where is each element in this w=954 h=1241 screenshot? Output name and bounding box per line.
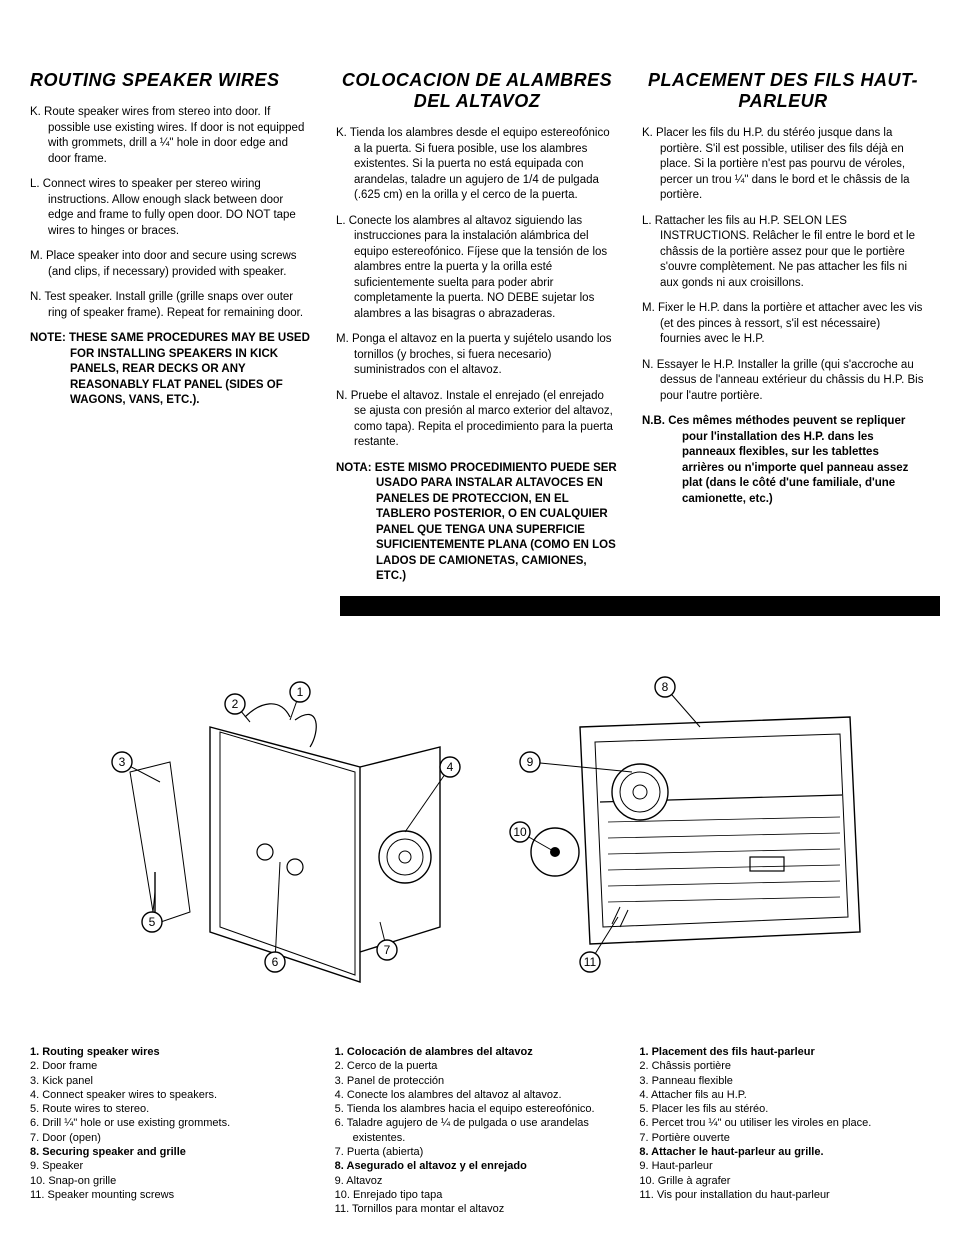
legend-item: 10. Snap-on grille (30, 1174, 315, 1188)
diagram-area: 1 2 3 4 5 6 7 8 9 10 11 (60, 672, 890, 1002)
legend-item: 9. Speaker (30, 1159, 315, 1173)
svg-text:1: 1 (297, 685, 304, 699)
legend-item: 2. Door frame (30, 1059, 315, 1073)
legend-item: 11. Vis pour installation du haut-parleu… (639, 1188, 924, 1202)
separator-bar (340, 596, 940, 616)
instruction-columns: ROUTING SPEAKER WIRES K. Route speaker w… (30, 70, 924, 595)
es-item-k: K. Tienda los alambres desde el equipo e… (336, 126, 618, 204)
svg-text:2: 2 (232, 697, 239, 711)
svg-text:11: 11 (584, 955, 597, 969)
title-fr: PLACEMENT DES FILS HAUT-PARLEUR (642, 70, 924, 112)
legend-item: 8. Securing speaker and grille (30, 1145, 315, 1159)
es-note: NOTA: ESTE MISMO PROCEDIMIENTO PUEDE SER… (336, 461, 618, 585)
legend-item: 4. Attacher fils au H.P. (639, 1088, 924, 1102)
legend-item: 10. Enrejado tipo tapa (335, 1188, 620, 1202)
legend-item: 4. Conecte los alambres del altavoz al a… (335, 1088, 620, 1102)
legend-item: 10. Grille à agrafer (639, 1174, 924, 1188)
legend-item: 9. Haut-parleur (639, 1159, 924, 1173)
legend-item: 8. Attacher le haut-parleur au grille. (639, 1145, 924, 1159)
es-item-n: N. Pruebe el altavoz. Instale el enrejad… (336, 389, 618, 451)
es-item-m: M. Ponga el altavoz en la puerta y sujét… (336, 332, 618, 379)
fr-item-n: N. Essayer le H.P. Installer la grille (… (642, 358, 924, 405)
svg-text:6: 6 (272, 955, 279, 969)
legend-item: 7. Portière ouverte (639, 1131, 924, 1145)
legend-item: 6. Drill ¼" hole or use existing grommet… (30, 1116, 315, 1130)
legend-item: 3. Kick panel (30, 1074, 315, 1088)
en-item-m: M. Place speaker into door and secure us… (30, 249, 312, 280)
en-item-k: K. Route speaker wires from stereo into … (30, 105, 312, 167)
svg-text:3: 3 (119, 755, 126, 769)
svg-text:5: 5 (149, 915, 156, 929)
fr-note: N.B. Ces mêmes méthodes peuvent se repli… (642, 414, 924, 507)
column-english: ROUTING SPEAKER WIRES K. Route speaker w… (30, 70, 312, 595)
en-item-l: L. Connect wires to speaker per stereo w… (30, 177, 312, 239)
svg-text:8: 8 (662, 680, 669, 694)
fr-item-m: M. Fixer le H.P. dans la portière et att… (642, 301, 924, 348)
legend-item: 8. Asegurado el altavoz y el enrejado (335, 1159, 620, 1173)
legend-item: 2. Châssis portière (639, 1059, 924, 1073)
installation-diagram: 1 2 3 4 5 6 7 8 9 10 11 (60, 672, 890, 1002)
en-item-n: N. Test speaker. Install grille (grille … (30, 290, 312, 321)
title-en: ROUTING SPEAKER WIRES (30, 70, 312, 91)
legend-item: 1. Routing speaker wires (30, 1045, 315, 1059)
legend-spanish: 1. Colocación de alambres del altavoz2. … (335, 1045, 620, 1217)
column-french: PLACEMENT DES FILS HAUT-PARLEUR K. Place… (642, 70, 924, 595)
legend-item: 11. Tornillos para montar el altavoz (335, 1202, 620, 1216)
svg-text:10: 10 (513, 825, 527, 839)
svg-text:9: 9 (527, 755, 534, 769)
legend-item: 5. Placer les fils au stéréo. (639, 1102, 924, 1116)
legend-item: 6. Percet trou ¼" ou utiliser les virole… (639, 1116, 924, 1130)
legend-item: 7. Door (open) (30, 1131, 315, 1145)
legend-french: 1. Placement des fils haut-parleur2. Châ… (639, 1045, 924, 1217)
legend-item: 3. Panel de protección (335, 1074, 620, 1088)
legend-item: 4. Connect speaker wires to speakers. (30, 1088, 315, 1102)
legend-item: 7. Puerta (abierta) (335, 1145, 620, 1159)
legend-item: 9. Altavoz (335, 1174, 620, 1188)
svg-text:4: 4 (447, 760, 454, 774)
column-spanish: COLOCACION DE ALAMBRES DEL ALTAVOZ K. Ti… (336, 70, 618, 595)
legend-item: 5. Tienda los alambres hacia el equipo e… (335, 1102, 620, 1116)
legend-item: 5. Route wires to stereo. (30, 1102, 315, 1116)
svg-text:7: 7 (384, 943, 391, 957)
legend-item: 11. Speaker mounting screws (30, 1188, 315, 1202)
fr-item-l: L. Rattacher les fils au H.P. SELON LES … (642, 214, 924, 292)
es-item-l: L. Conecte los alambres al altavoz sigui… (336, 214, 618, 323)
legend-item: 3. Panneau flexible (639, 1074, 924, 1088)
legend-columns: 1. Routing speaker wires2. Door frame3. … (30, 1045, 924, 1217)
en-note: NOTE: THESE SAME PROCEDURES MAY BE USED … (30, 331, 312, 409)
legend-item: 6. Taladre agujero de ¼ de pulgada o use… (335, 1116, 620, 1145)
title-es: COLOCACION DE ALAMBRES DEL ALTAVOZ (336, 70, 618, 112)
legend-item: 2. Cerco de la puerta (335, 1059, 620, 1073)
legend-item: 1. Colocación de alambres del altavoz (335, 1045, 620, 1059)
legend-item: 1. Placement des fils haut-parleur (639, 1045, 924, 1059)
fr-item-k: K. Placer les fils du H.P. du stéréo jus… (642, 126, 924, 204)
legend-english: 1. Routing speaker wires2. Door frame3. … (30, 1045, 315, 1217)
